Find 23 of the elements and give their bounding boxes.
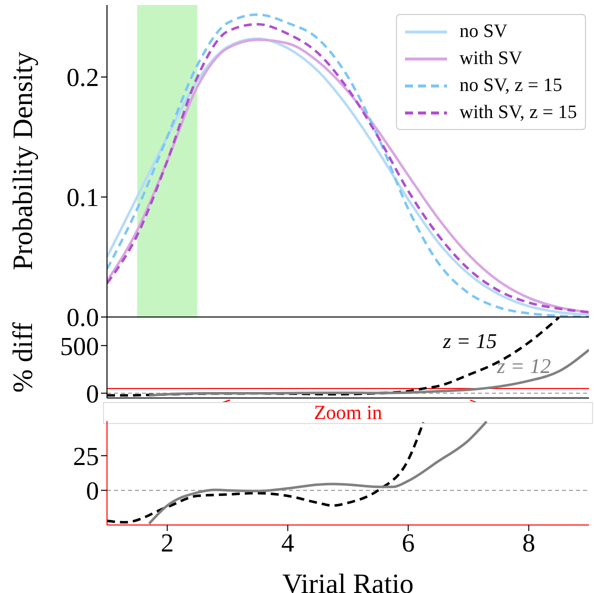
x-tick-label: 2 — [160, 528, 174, 558]
y-tick-label: 0.2 — [66, 63, 99, 92]
y-axis-title: % diff — [8, 322, 39, 393]
y-axis-title: Probability Density — [8, 52, 39, 270]
line-series — [107, 421, 425, 524]
line-series — [148, 421, 488, 525]
legend-label: with SV, z = 15 — [459, 101, 577, 125]
annotation: z = 15 — [443, 329, 497, 353]
y-tick-label: 0 — [86, 379, 99, 408]
y-tick-label: 0.1 — [66, 183, 99, 212]
annotation: Zoom in — [103, 402, 593, 424]
x-tick-label: 8 — [522, 528, 536, 558]
annotation: z = 12 — [497, 354, 551, 378]
line-series — [148, 348, 589, 397]
x-tick-label: 6 — [402, 528, 415, 558]
legend-label: no SV — [459, 20, 508, 44]
x-tick-label: 4 — [281, 528, 294, 558]
y-tick-label: 500 — [60, 332, 99, 361]
y-tick-label: 0 — [86, 476, 99, 506]
y-tick-label: 25 — [73, 442, 99, 471]
legend-label: with SV — [459, 47, 522, 71]
legend-label: no SV, z = 15 — [459, 74, 562, 98]
y-tick-label: 0.0 — [66, 303, 99, 332]
